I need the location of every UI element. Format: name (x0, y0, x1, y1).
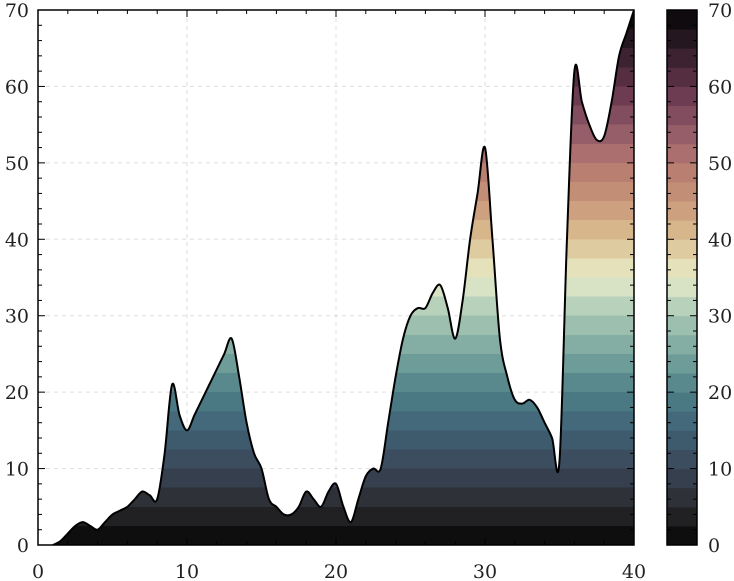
colorbar-level (667, 296, 697, 317)
colorbar-tick-labels: 0 10 20 30 40 50 60 70 (708, 0, 732, 557)
colorbar-level (667, 315, 697, 336)
colorbar-level (667, 181, 697, 202)
colorbar-level (667, 525, 697, 546)
colorbar-level (667, 162, 697, 183)
colorbar-level (667, 449, 697, 470)
y-tick-label: 0 (17, 535, 29, 557)
colorbar-level (667, 506, 697, 527)
colorbar-level (667, 48, 697, 68)
colorbar-level (667, 373, 697, 393)
x-tick-label: 40 (622, 561, 646, 581)
y-tick-label: 30 (5, 306, 29, 328)
y-tick-label: 70 (5, 0, 29, 22)
y-tick-label: 60 (5, 76, 29, 98)
colorbar-tick-label: 30 (708, 306, 732, 328)
colorbar-tick-label: 10 (708, 459, 732, 481)
colorbar-level (667, 220, 697, 240)
colorbar-level (667, 487, 697, 508)
colorbar-tick-label: 60 (708, 76, 732, 98)
colorbar-level (667, 143, 697, 164)
grid (38, 10, 634, 545)
colorbar-level (667, 29, 697, 49)
y-axis-tick-labels: 0 10 20 30 40 50 60 70 (5, 0, 29, 557)
colorbar-tick-label: 40 (708, 229, 732, 251)
colorbar (667, 9, 697, 546)
colorbar-level (667, 353, 697, 374)
x-tick-label: 20 (324, 561, 348, 581)
colorbar-level (667, 67, 697, 87)
colorbar-tick-label: 70 (708, 0, 732, 22)
series-line (52, 10, 634, 545)
colorbar-level (667, 124, 697, 145)
colorbar-level (667, 201, 697, 221)
colorbar-level (667, 277, 697, 298)
y-tick-label: 20 (5, 382, 29, 404)
y-tick-label: 40 (5, 229, 29, 251)
colorbar-level (667, 105, 697, 126)
colorbar-tick-label: 50 (708, 153, 732, 175)
colorbar-level (667, 411, 697, 431)
x-tick-label: 10 (175, 561, 199, 581)
axis-ticks (37, 9, 635, 546)
colorbar-level (667, 430, 697, 450)
colorbar-level (667, 334, 697, 355)
colorbar-level (667, 10, 697, 30)
colorbar-tick-label: 20 (708, 382, 732, 404)
colorbar-level (667, 392, 697, 412)
y-tick-label: 10 (5, 459, 29, 481)
y-tick-label: 50 (5, 153, 29, 175)
colorbar-level (667, 86, 697, 107)
colorbar-tick-label: 0 (708, 535, 720, 557)
x-tick-label: 0 (32, 561, 44, 581)
area-layer (52, 10, 634, 545)
x-tick-label: 30 (473, 561, 497, 581)
colorbar-frame (666, 9, 698, 546)
x-axis-tick-labels: 0 10 20 30 40 (32, 561, 646, 581)
colorbar-level (667, 468, 697, 489)
colorbar-level (667, 239, 697, 259)
colorbar-level (667, 258, 697, 278)
area-fill (52, 10, 634, 545)
